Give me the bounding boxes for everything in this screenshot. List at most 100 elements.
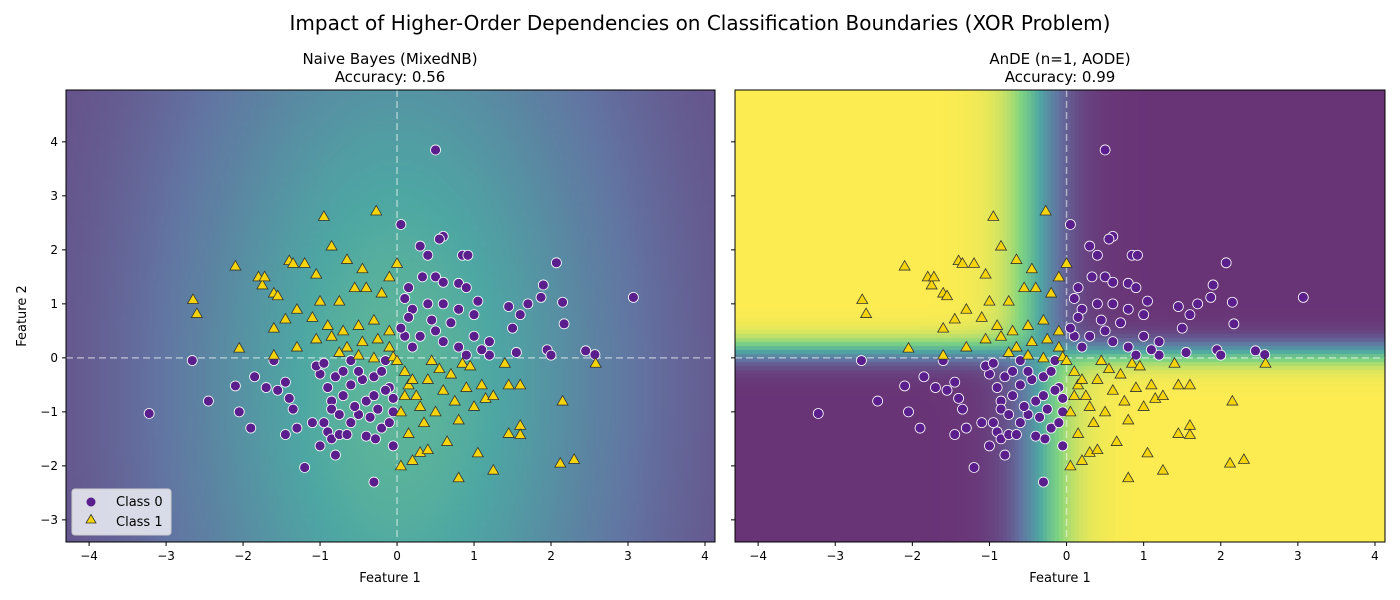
class1-point [502,427,515,438]
class0-point [1014,379,1026,391]
nb-xtick-label: 3 [624,549,632,563]
class1-point [317,210,331,221]
class1-point [352,348,365,360]
class0-point [918,371,930,383]
class1-point [1172,378,1185,390]
class1-point [956,257,969,268]
class0-point [414,330,426,342]
class1-point [960,302,973,314]
class0-point [430,271,441,283]
class1-point [1021,348,1035,360]
class0-point [1107,336,1119,348]
class1-point [1259,356,1272,368]
class0-point [426,314,438,326]
nb-xtick-label: −4 [80,549,98,563]
class1-point [927,270,941,282]
class0-point [1034,411,1045,423]
class1-point [1002,346,1015,357]
class1-point [1006,324,1019,336]
class1-point [1017,281,1031,293]
class0-point [422,249,434,261]
class1-point [1110,435,1123,446]
aode-xtick-label: −4 [749,549,767,563]
class0-point [535,291,547,303]
class0-point [245,422,257,434]
class1-point [960,340,973,352]
class1-point [1039,204,1052,216]
class0-point [1072,311,1084,323]
class1-point [1060,354,1073,365]
class0-point [1072,282,1084,294]
class0-point [1132,249,1143,261]
class1-point [1052,270,1066,282]
nb-xtick-label: −2 [234,549,252,563]
class0-point [372,403,384,415]
class1-point [186,293,200,304]
class1-point [1118,394,1131,406]
class0-point [280,376,291,388]
class0-point [551,257,562,269]
class1-point [936,348,950,360]
class1-point [471,446,485,458]
class0-point [1076,341,1088,353]
aode-xtick-label: −2 [903,549,921,563]
class1-point [940,289,954,301]
class0-point [1145,344,1157,356]
class1-point [1010,340,1023,352]
class0-point [368,371,380,383]
class1-point [979,332,992,344]
class0-point [1122,341,1134,353]
aode-xtick-label: 4 [1371,549,1379,563]
class1-point [370,204,383,216]
nb-xtick-label: 2 [547,549,555,563]
class0-point [580,345,592,357]
class0-point [249,371,261,383]
class1-point [402,378,415,390]
class1-point [321,319,334,330]
class1-point [1156,463,1170,475]
class0-point [987,357,999,369]
class0-point [1091,249,1103,261]
nb-accuracy: Accuracy: 0.56 [335,68,446,86]
class1-point [1183,378,1197,390]
class1-point [1064,459,1077,471]
class1-point [1137,400,1150,411]
class1-point [1183,428,1197,439]
nb-xtick-label: 1 [470,549,478,563]
class1-point [487,389,500,401]
class0-point [1022,365,1034,377]
class1-point [1071,378,1085,390]
class1-point [1025,335,1039,347]
class0-point [1142,295,1153,307]
class0-point [930,382,941,393]
class0-point [987,417,999,429]
class0-point [627,291,639,303]
class1-point [452,413,465,425]
class1-point [1064,405,1077,417]
class1-point [290,340,304,352]
class0-point [1180,347,1192,358]
class0-point [1153,349,1165,361]
class1-point [367,351,381,363]
class1-point [440,435,454,446]
nb-frame [65,89,716,543]
class1-point [367,313,381,325]
class0-point [1007,390,1018,402]
class0-point [537,279,549,291]
class0-point [984,440,995,452]
class0-point [1065,322,1076,334]
class1-point [1052,340,1066,352]
class1-point [983,294,996,306]
legend: Class 0 Class 1 [71,488,172,536]
class0-point [510,347,522,358]
class1-point [1168,356,1181,368]
class0-point [1038,371,1049,383]
class1-point [313,294,327,306]
nb-ytick-label: 1 [50,297,58,311]
class1-point [1129,381,1143,392]
class0-point [999,449,1011,461]
class0-point [472,295,484,307]
class0-point [1215,349,1227,361]
class0-point [1220,257,1232,269]
